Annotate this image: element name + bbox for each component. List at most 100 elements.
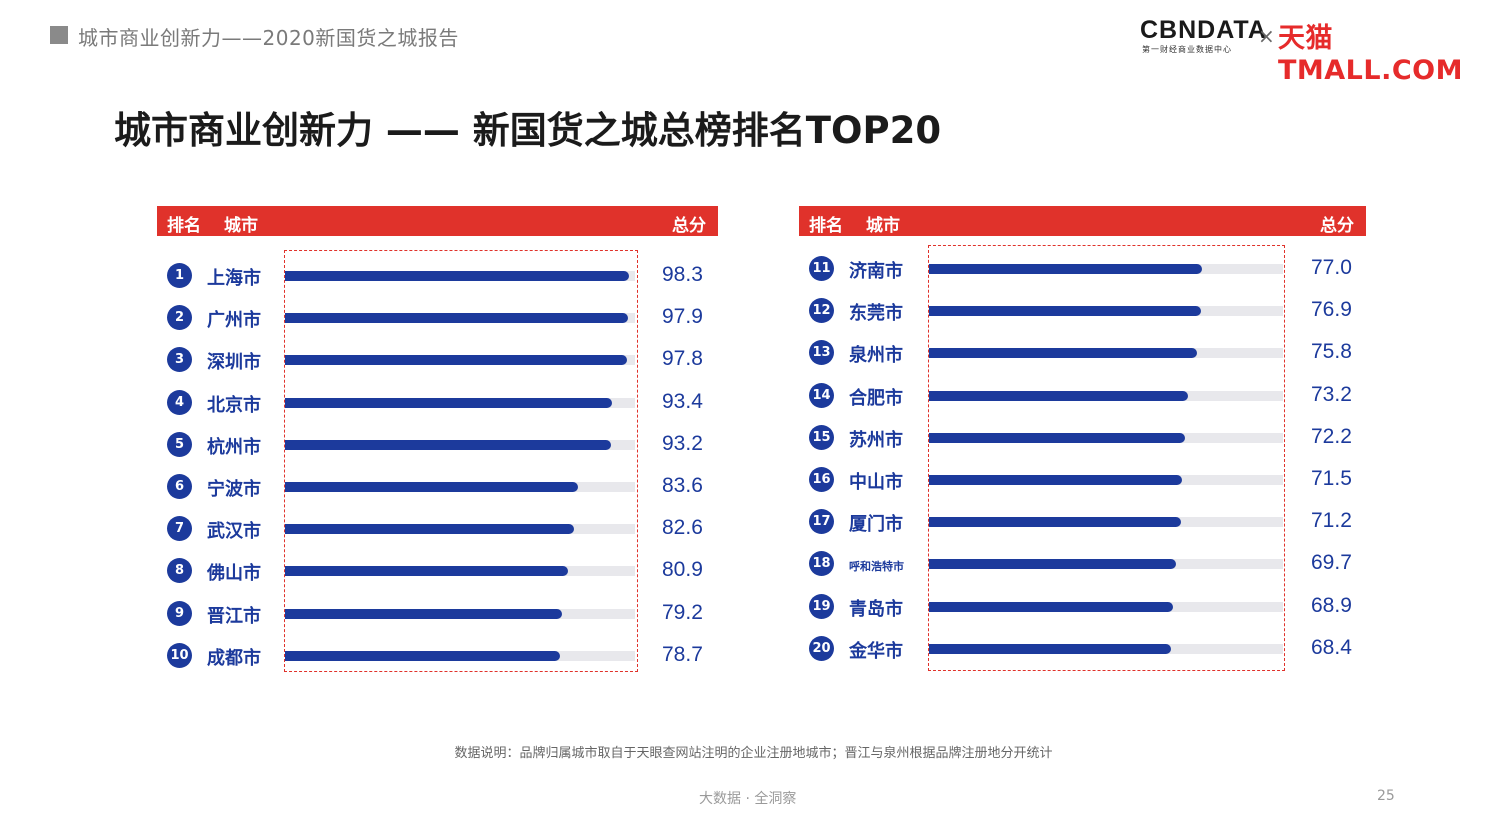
rank-badge: 12 xyxy=(809,298,834,324)
score-bar xyxy=(285,482,578,492)
ranking-row: 4 北京市 93.4 xyxy=(157,388,718,418)
bar-track xyxy=(929,643,1283,654)
score-value: 98.3 xyxy=(662,263,703,286)
score-bar xyxy=(285,313,628,324)
rank-badge: 4 xyxy=(167,389,192,415)
bar-track xyxy=(285,482,635,492)
city-label: 济南市 xyxy=(849,261,903,282)
rank-badge: 19 xyxy=(809,593,834,619)
rank-badge: 1 xyxy=(167,263,192,288)
data-footnote: 数据说明：品牌归属城市取自于天眼查网站注明的企业注册地城市；晋江与泉州根据品牌注… xyxy=(454,746,1053,761)
city-label: 中山市 xyxy=(849,472,903,493)
score-bar xyxy=(285,566,569,577)
ranking-row: 14 合肥市 73.2 xyxy=(799,381,1366,411)
section-title: 城市商业创新力——2020新国货之城报告 xyxy=(78,26,459,50)
score-bar xyxy=(929,264,1202,274)
bar-track xyxy=(285,355,635,366)
score-bar xyxy=(285,397,612,408)
score-bar xyxy=(929,517,1182,528)
ranking-row: 12 东莞市 76.9 xyxy=(799,296,1366,326)
score-value: 97.9 xyxy=(662,305,703,329)
score-bar xyxy=(929,475,1183,485)
table-header: 排名 城市 总分 xyxy=(157,206,718,236)
score-value: 75.8 xyxy=(1311,340,1352,364)
score-value: 73.2 xyxy=(1311,382,1352,406)
bar-track xyxy=(929,475,1283,485)
page-title: 城市商业创新力 —— 新国货之城总榜排名TOP20 xyxy=(114,109,942,152)
score-value: 72.2 xyxy=(1311,424,1352,448)
page-number: 25 xyxy=(1377,788,1395,804)
rank-badge: 2 xyxy=(167,305,192,331)
score-value: 79.2 xyxy=(662,600,703,624)
score-value: 68.9 xyxy=(1311,593,1352,617)
city-label: 金华市 xyxy=(849,640,903,662)
table-header: 排名 城市 总分 xyxy=(799,206,1366,236)
ranking-row: 20 金华市 68.4 xyxy=(799,634,1366,664)
rank-badge: 13 xyxy=(809,340,834,366)
rank-column-header: 排名 xyxy=(809,216,843,236)
bar-track xyxy=(285,271,635,281)
rank-badge: 16 xyxy=(809,467,834,492)
city-label: 呼和浩特市 xyxy=(849,560,904,574)
city-label: 深圳市 xyxy=(207,352,261,374)
rank-badge: 7 xyxy=(167,516,192,542)
footer-tagline: 大数据 · 全洞察 xyxy=(699,791,797,807)
rank-badge: 5 xyxy=(167,431,192,457)
ranking-row: 9 晋江市 79.2 xyxy=(157,599,718,629)
score-value: 68.4 xyxy=(1311,635,1352,659)
city-label: 杭州市 xyxy=(207,436,261,458)
ranking-row: 2 广州市 97.9 xyxy=(157,303,718,333)
score-bar xyxy=(285,524,575,535)
score-bar xyxy=(285,608,563,619)
score-bar xyxy=(929,306,1202,317)
bar-track xyxy=(285,524,635,535)
city-label: 佛山市 xyxy=(207,563,261,585)
city-label: 成都市 xyxy=(207,647,261,669)
city-label: 北京市 xyxy=(207,394,261,416)
score-bar xyxy=(929,348,1198,359)
score-value: 71.5 xyxy=(1311,467,1352,490)
score-bar xyxy=(929,601,1173,612)
rank-badge: 20 xyxy=(809,635,834,661)
score-value: 97.8 xyxy=(662,347,703,371)
bar-track xyxy=(929,601,1283,612)
city-label: 上海市 xyxy=(207,268,261,289)
bar-track xyxy=(929,517,1283,528)
score-bar xyxy=(285,650,561,661)
rank-badge: 14 xyxy=(809,382,834,408)
rank-badge: 3 xyxy=(167,347,192,373)
score-column-header: 总分 xyxy=(1320,216,1354,236)
bar-track xyxy=(929,264,1283,274)
cbndata-logo: CBNDATA xyxy=(1140,16,1267,44)
score-bar xyxy=(285,439,612,450)
bar-track xyxy=(929,390,1283,401)
bar-track xyxy=(285,313,635,324)
score-value: 80.9 xyxy=(662,558,703,582)
score-value: 71.2 xyxy=(1311,509,1352,533)
score-column-header: 总分 xyxy=(672,216,706,236)
bar-track xyxy=(285,566,635,577)
ranking-row: 7 武汉市 82.6 xyxy=(157,514,718,544)
city-label: 青岛市 xyxy=(849,598,903,620)
rank-column-header: 排名 xyxy=(167,216,201,236)
logo-separator: × xyxy=(1258,24,1275,48)
city-label: 厦门市 xyxy=(849,514,903,536)
city-column-header: 城市 xyxy=(866,216,900,236)
rank-badge: 11 xyxy=(809,256,834,281)
score-value: 83.6 xyxy=(662,474,703,497)
score-value: 93.2 xyxy=(662,431,703,455)
ranking-row: 15 苏州市 72.2 xyxy=(799,423,1366,453)
score-bar xyxy=(285,271,630,281)
ranking-row: 3 深圳市 97.8 xyxy=(157,345,718,375)
score-bar xyxy=(929,559,1176,570)
score-value: 69.7 xyxy=(1311,551,1352,575)
score-bar xyxy=(285,355,628,366)
ranking-row: 13 泉州市 75.8 xyxy=(799,338,1366,368)
bar-track xyxy=(285,608,635,619)
ranking-row: 11 济南市 77.0 xyxy=(799,254,1366,284)
score-value: 82.6 xyxy=(662,516,703,540)
city-label: 合肥市 xyxy=(849,387,903,409)
ranking-row: 17 厦门市 71.2 xyxy=(799,507,1366,537)
city-label: 广州市 xyxy=(207,310,261,332)
bar-track xyxy=(929,306,1283,317)
